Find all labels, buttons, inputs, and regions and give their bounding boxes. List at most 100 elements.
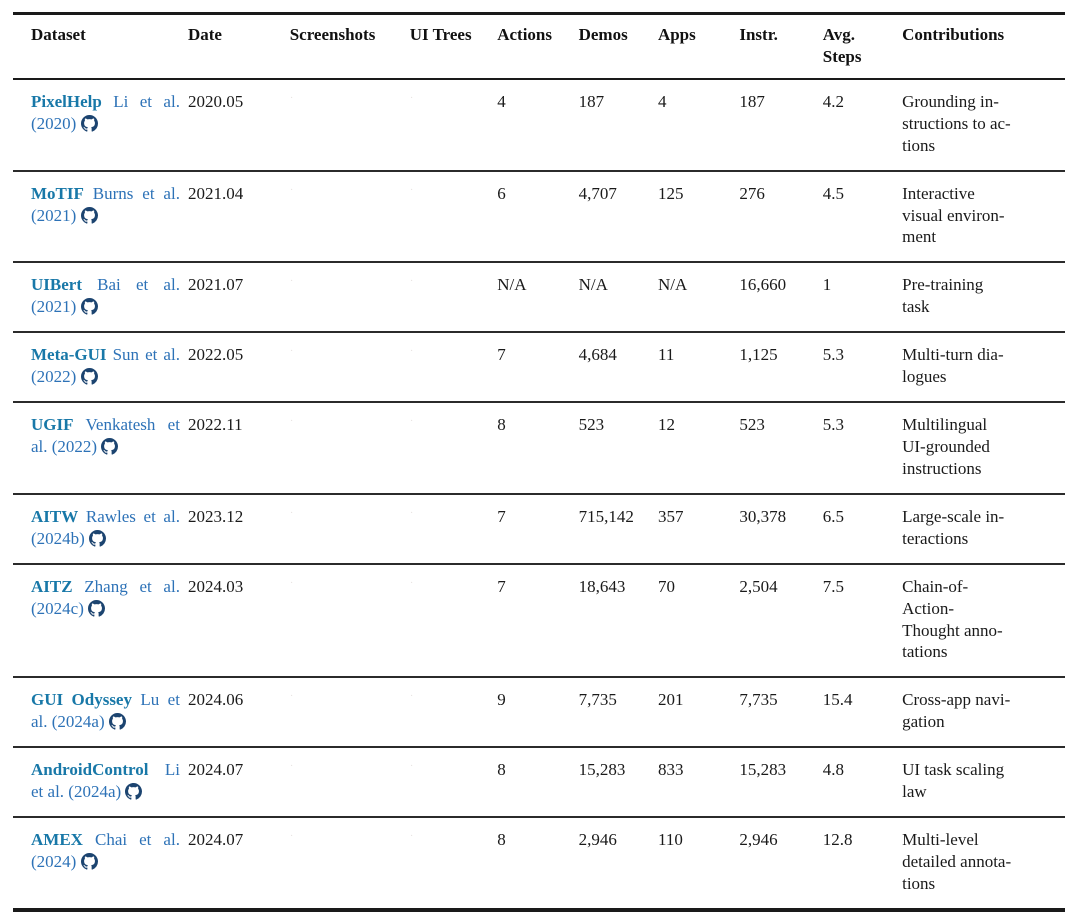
dataset-cell: AndroidControl Li et al. (2024a) xyxy=(13,746,186,818)
avg-steps-cell: 4.2 xyxy=(822,91,845,111)
github-icon[interactable] xyxy=(80,368,98,385)
citation-link[interactable]: Sun et al. (2022) xyxy=(31,345,180,387)
table-row: AMEX Chai et al. (2024) 2024.07 · · 8 2,… xyxy=(13,816,1065,910)
table-row: MoTIF Burns et al. (2021) 2021.04 · · 6 … xyxy=(13,169,1065,263)
table-row: AITZ Zhang et al. (2024c) 2024.03 · · 7 … xyxy=(13,562,1065,678)
demos-cell: 15,283 xyxy=(576,746,656,818)
ui-trees-mark: · xyxy=(407,261,496,333)
ui-trees-mark: · xyxy=(407,676,496,748)
actions-cell: 7 xyxy=(495,562,577,678)
ui-trees-mark: · xyxy=(409,91,414,104)
contributions-cell: Pre-training task xyxy=(900,261,1065,333)
dataset-name-link[interactable]: UIBert xyxy=(31,275,82,295)
ui-trees-mark: · xyxy=(407,562,496,678)
actions-cell: 4 xyxy=(497,91,506,111)
avg-steps-cell: 1 xyxy=(820,261,901,333)
col-header-instr: Instr. xyxy=(737,13,821,80)
github-icon[interactable] xyxy=(88,599,106,617)
date-cell: 2022.05 xyxy=(185,331,288,403)
dataset-cell: UIBert Bai et al. (2021) xyxy=(13,261,186,333)
dataset-name-link[interactable]: AITW xyxy=(31,506,79,526)
instr-cell: 276 xyxy=(737,169,821,263)
ui-trees-mark: · xyxy=(407,331,496,403)
actions-cell: 8 xyxy=(495,746,577,818)
date-cell: 2022.11 xyxy=(185,401,288,494)
apps-cell: 833 xyxy=(655,746,738,818)
screenshots-mark: · xyxy=(287,562,408,678)
github-icon[interactable] xyxy=(80,852,98,870)
citation-link[interactable]: Bai et al. (2021) xyxy=(31,275,180,317)
citation-link[interactable]: Zhang et al. (2024c) xyxy=(31,576,180,618)
citation-link[interactable]: Rawles et al. (2024b) xyxy=(31,506,180,548)
col-header-apps: Apps xyxy=(655,13,738,80)
instr-cell: 2,946 xyxy=(737,816,821,910)
table-row: AndroidControl Li et al. (2024a) 2024.07… xyxy=(13,746,1065,818)
dataset-name-link[interactable]: AITZ xyxy=(31,576,73,596)
contributions-cell: Large-scale in- teractions xyxy=(900,492,1065,564)
avg-steps-cell: 5.3 xyxy=(820,331,901,403)
instr-cell: 15,283 xyxy=(737,746,821,818)
date-cell: 2024.07 xyxy=(185,816,288,910)
screenshots-mark: · xyxy=(287,746,408,818)
github-icon[interactable] xyxy=(89,529,107,547)
apps-cell: 4 xyxy=(657,91,667,111)
github-icon[interactable] xyxy=(108,713,126,730)
citation-link[interactable]: Li et al. (2020) xyxy=(31,91,180,133)
col-header-avg-steps: Avg. Steps xyxy=(820,13,901,80)
dataset-name-link[interactable]: AMEX xyxy=(31,830,83,850)
dataset-cell: Meta-GUI Sun et al. (2022) xyxy=(13,331,186,403)
screenshots-mark: · xyxy=(289,91,294,104)
apps-cell: 357 xyxy=(655,492,738,564)
citation-link[interactable]: Lu et al. (2024a) xyxy=(31,690,180,732)
dataset-cell: UGIF Venkatesh et al. (2022) xyxy=(13,401,186,494)
github-icon[interactable] xyxy=(125,783,143,800)
dataset-name-link[interactable]: UGIF xyxy=(31,415,74,435)
instr-cell: 30,378 xyxy=(737,492,821,564)
demos-cell: N/A xyxy=(576,261,656,333)
dataset-name-link[interactable]: Meta-GUI xyxy=(31,345,107,365)
citation-link[interactable]: Burns et al. (2021) xyxy=(31,183,180,225)
date-cell: 2020.05 xyxy=(187,91,244,111)
demos-cell: 523 xyxy=(576,401,656,494)
col-header-demos: Demos xyxy=(576,13,656,80)
screenshots-mark: · xyxy=(287,261,408,333)
header-row: Dataset Date Screenshots UI Trees Action… xyxy=(13,13,1065,80)
table-row: GUI Odyssey Lu et al. (2024a) 2024.06 · … xyxy=(13,676,1065,748)
instr-cell: 16,660 xyxy=(737,261,821,333)
table-row: PixelHelp Li et al. (2020) 2020.05 · · 4… xyxy=(13,79,1065,171)
citation-link[interactable]: Venkatesh et al. (2022) xyxy=(31,415,180,456)
col-header-screenshots: Screenshots xyxy=(287,13,408,80)
actions-cell: 8 xyxy=(495,816,577,910)
dataset-name-link[interactable]: PixelHelp xyxy=(31,91,102,111)
table-row: Meta-GUI Sun et al. (2022) 2022.05 · · 7… xyxy=(13,331,1065,403)
datasets-table: Dataset Date Screenshots UI Trees Action… xyxy=(13,12,1065,912)
apps-cell: N/A xyxy=(655,261,738,333)
table-row: UGIF Venkatesh et al. (2022) 2022.11 · ·… xyxy=(13,401,1065,494)
dataset-name-link[interactable]: MoTIF xyxy=(31,183,84,203)
dataset-cell: AITW Rawles et al. (2024b) xyxy=(13,492,186,564)
contributions-cell: Interactive visual environ- ment xyxy=(900,169,1065,263)
instr-cell: 1,125 xyxy=(737,331,821,403)
ui-trees-mark: · xyxy=(407,401,496,494)
contributions-cell: Chain-of- Action- Thought anno- tations xyxy=(900,562,1065,678)
apps-cell: 125 xyxy=(655,169,738,263)
github-icon[interactable] xyxy=(80,298,98,315)
instr-cell: 2,504 xyxy=(737,562,821,678)
paper-page: Dataset Date Screenshots UI Trees Action… xyxy=(13,12,1065,912)
screenshots-mark: · xyxy=(287,676,408,748)
contributions-cell: Multi-level detailed annota- tions xyxy=(900,816,1065,910)
github-icon[interactable] xyxy=(80,206,98,224)
actions-cell: 7 xyxy=(495,492,577,564)
github-icon[interactable] xyxy=(101,437,119,455)
demos-cell: 18,643 xyxy=(576,562,656,678)
github-icon[interactable] xyxy=(80,114,98,132)
citation-link[interactable]: Li et al. (2024a) xyxy=(31,760,180,802)
table-header: Dataset Date Screenshots UI Trees Action… xyxy=(13,13,1065,80)
screenshots-mark: · xyxy=(287,401,408,494)
citation-link[interactable]: Chai et al. (2024) xyxy=(31,830,180,871)
actions-cell: 7 xyxy=(495,331,577,403)
dataset-name-link[interactable]: AndroidControl xyxy=(31,760,149,780)
dataset-name-link[interactable]: GUI Odyssey xyxy=(31,690,132,710)
actions-cell: 9 xyxy=(495,676,577,748)
col-header-ui-trees: UI Trees xyxy=(407,13,496,80)
